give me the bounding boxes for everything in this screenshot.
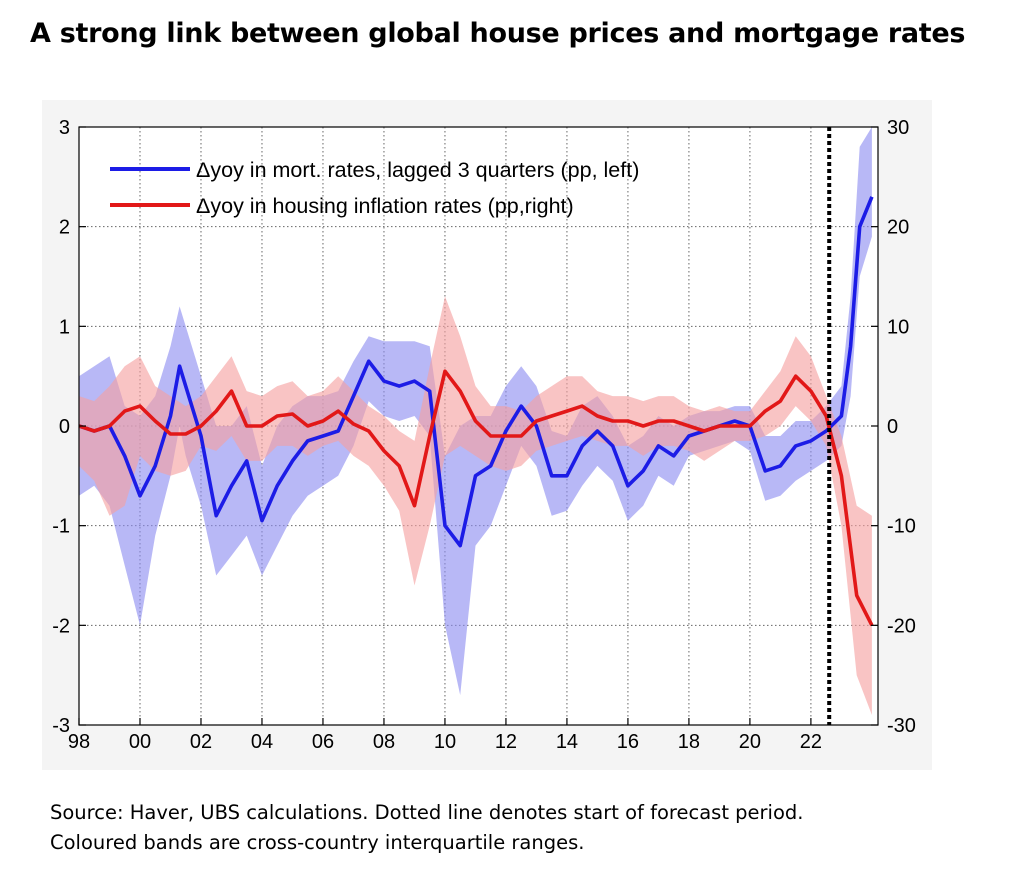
x-tick-label: 22 [800, 731, 822, 753]
housing-inflation-band [79, 296, 872, 715]
plot-content [79, 127, 874, 715]
x-tick-label: 98 [68, 731, 90, 753]
y-left-tick-label: -2 [52, 615, 70, 637]
y-left-tick-label: 3 [59, 117, 70, 139]
chart-title: A strong link between global house price… [30, 18, 966, 49]
y-right-tick-label: 0 [887, 416, 898, 438]
x-tick-label: 16 [617, 731, 639, 753]
legend-label-housing: Δyoy in housing inflation rates (pp,righ… [196, 194, 574, 218]
source-line-1: Source: Haver, UBS calculations. Dotted … [50, 801, 804, 824]
x-tick-label: 00 [129, 731, 151, 753]
x-tick-label: 10 [434, 731, 456, 753]
y-right-tick-label: 10 [887, 316, 909, 338]
x-tick-label: 04 [251, 731, 273, 753]
y-left-tick-label: 2 [59, 217, 70, 239]
y-right-tick-label: 30 [887, 117, 909, 139]
x-tick-label: 06 [312, 731, 334, 753]
housing-inflation-line [79, 369, 874, 627]
source-note: Source: Haver, UBS calculations. Dotted … [50, 798, 803, 858]
source-line-2: Coloured bands are cross-country interqu… [50, 831, 585, 854]
x-tick-label: 20 [739, 731, 761, 753]
legend-label-mortgage: Δyoy in mort. rates, lagged 3 quarters (… [196, 158, 639, 182]
y-left-tick-label: -3 [52, 715, 70, 737]
y-left-tick-label: -1 [52, 516, 70, 538]
x-tick-label: 14 [556, 731, 578, 753]
y-right-tick-label: -20 [887, 615, 916, 637]
y-right-tick-label: 20 [887, 217, 909, 239]
x-tick-label: 18 [678, 731, 700, 753]
x-tick-label: 08 [373, 731, 395, 753]
x-tick-label: 12 [495, 731, 517, 753]
y-right-tick-label: -30 [887, 715, 916, 737]
y-left-tick-label: 1 [59, 316, 70, 338]
y-right-tick-label: -10 [887, 516, 916, 538]
x-tick-label: 02 [190, 731, 212, 753]
chart-area: -3 -2 -1 0 1 2 3 -30 -20 -10 0 10 20 30 98 00 02 04 06 08 10… [42, 100, 932, 770]
y-left-tick-label: 0 [59, 416, 70, 438]
